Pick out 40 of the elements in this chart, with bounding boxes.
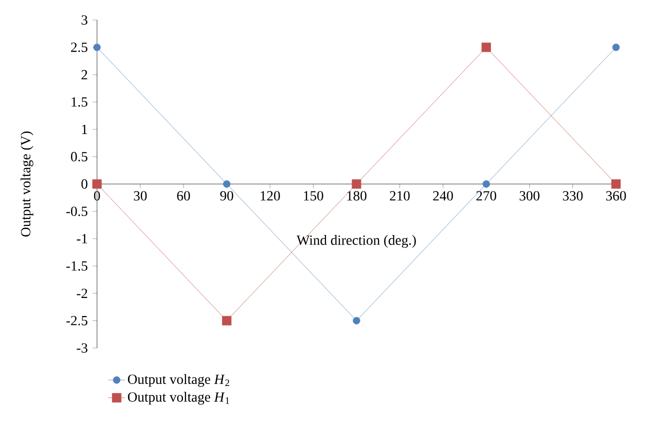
y-tick-label: -2	[76, 288, 88, 298]
point	[93, 44, 101, 52]
y-axis-title: Output voltage (V)	[20, 132, 34, 236]
x-tick-label: 180	[347, 191, 366, 201]
y-tick-label: 0	[81, 179, 88, 189]
x-tick-label: 30	[134, 191, 147, 201]
x-tick-label: 150	[304, 191, 324, 201]
point	[223, 180, 230, 188]
point	[222, 316, 232, 326]
x-tick-label: 0	[94, 191, 100, 201]
x-axis-title: Wind direction (deg.)	[296, 235, 416, 248]
point	[92, 179, 102, 189]
point	[482, 180, 490, 188]
legend-label: Output voltage H$_{1}$	[128, 392, 230, 405]
y-tick-label: 1.5	[72, 97, 88, 107]
x-tick-label: 330	[562, 191, 583, 201]
point	[352, 179, 362, 189]
x-tick-label: 240	[433, 191, 453, 201]
y-tick-label: -2.5	[66, 316, 88, 326]
y-tick-label: 2	[82, 70, 88, 80]
y-tick-label: -0.5	[66, 206, 88, 216]
point	[611, 179, 621, 189]
y-tick-label: -1.5	[66, 261, 88, 271]
y-tick-label: 3	[82, 15, 88, 25]
y-tick-label: 1	[82, 124, 88, 134]
point	[352, 316, 360, 324]
point	[612, 44, 620, 52]
x-tick-label: 210	[390, 191, 410, 201]
y-tick-label: 0.5	[70, 152, 88, 162]
legend-label: Output voltage H$_{2}$	[128, 374, 230, 387]
y-tick-label: -3	[76, 343, 88, 353]
y-tick-label: -1	[76, 234, 88, 244]
x-tick-label: 120	[260, 191, 280, 201]
x-tick-label: 360	[606, 191, 626, 201]
x-tick-label: 300	[520, 191, 540, 201]
x-tick-label: 270	[476, 191, 496, 201]
y-tick-label: 2.5	[71, 42, 88, 52]
point	[482, 42, 491, 52]
x-tick-label: 60	[177, 191, 190, 201]
x-tick-label: 90	[220, 191, 234, 201]
